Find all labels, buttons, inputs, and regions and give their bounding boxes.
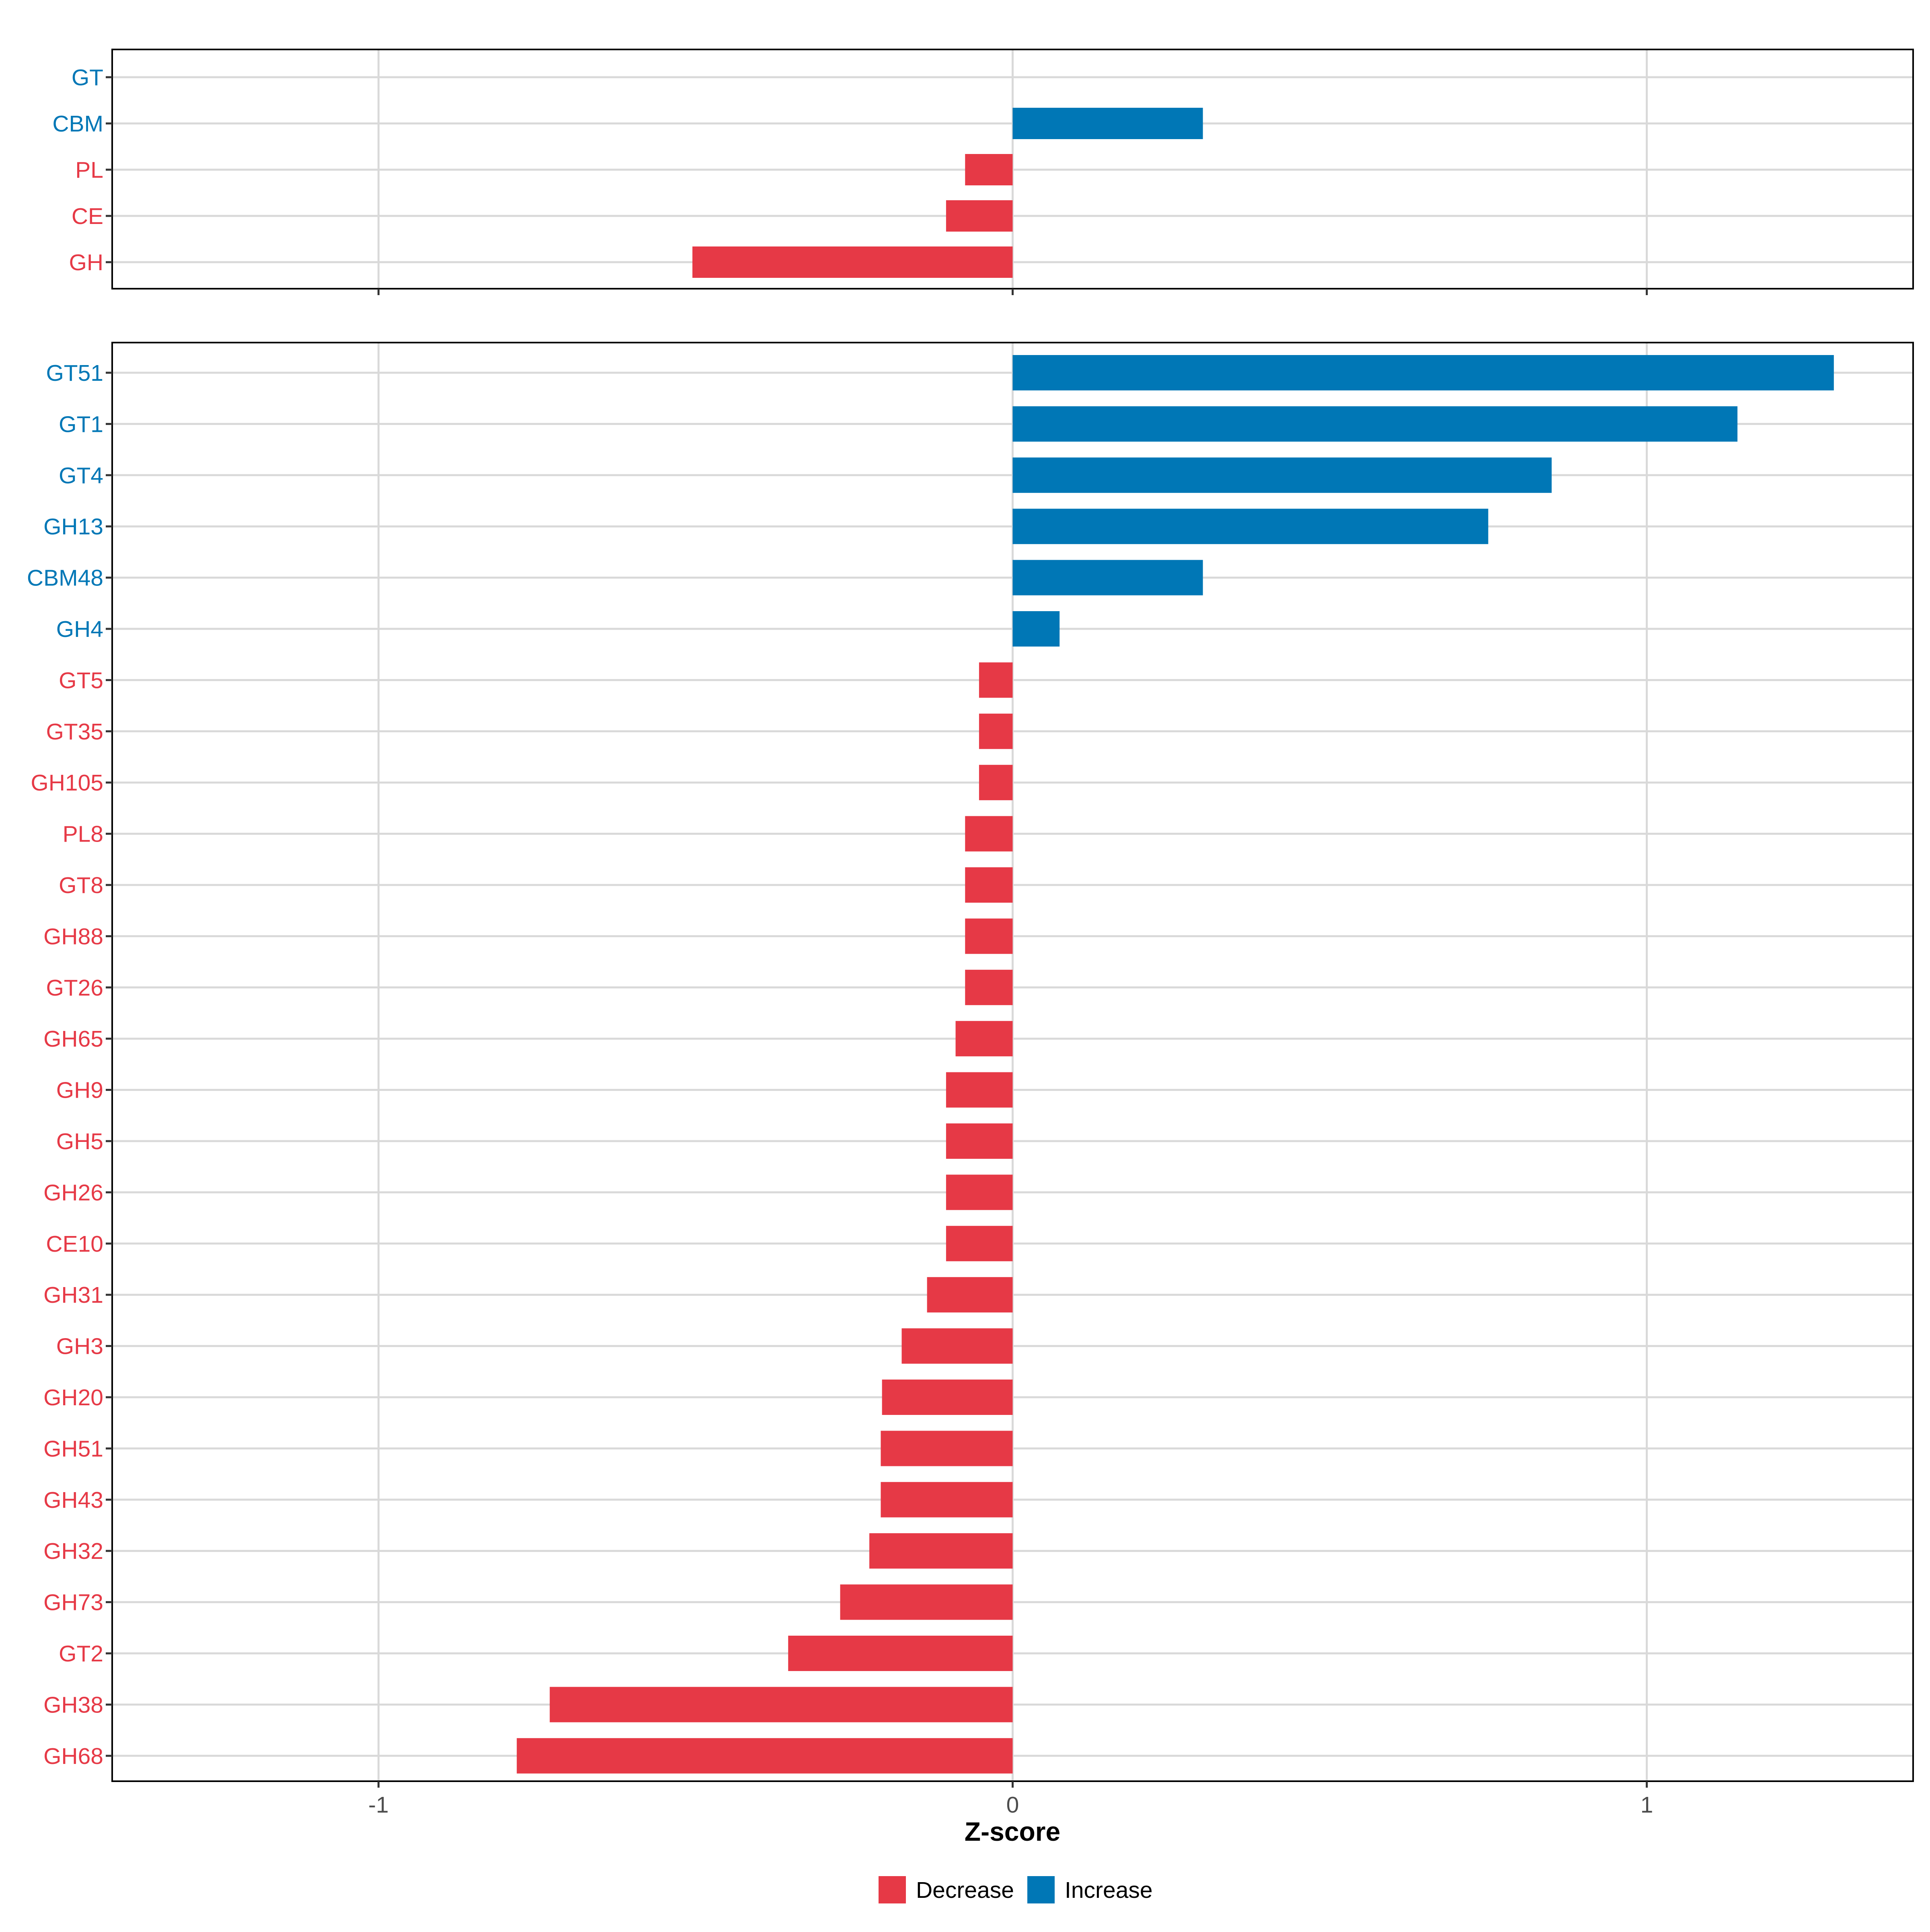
y-tick-label-pl: PL — [75, 157, 103, 183]
y-tick-label-gt8: GT8 — [59, 873, 103, 898]
bar-gh — [692, 246, 1013, 278]
y-tick-label-gh: GH — [69, 250, 104, 275]
y-tick-label-gt: GT — [72, 65, 103, 90]
bar-gh9 — [946, 1072, 1013, 1108]
bar-gh5 — [946, 1123, 1013, 1159]
y-tick-label-gt35: GT35 — [46, 719, 103, 745]
x-tick-label-0: -1 — [368, 1792, 389, 1818]
y-tick-label-gh43: GH43 — [43, 1487, 103, 1513]
bar-gt4 — [1012, 457, 1552, 493]
bar-pl8 — [965, 816, 1013, 852]
x-axis-title: Z-score — [965, 1817, 1060, 1846]
bar-gh4 — [1012, 611, 1060, 647]
bar-ce10 — [946, 1226, 1013, 1261]
bar-gh20 — [882, 1380, 1013, 1415]
y-tick-label-gt26: GT26 — [46, 975, 103, 1001]
bar-gh13 — [1012, 509, 1489, 544]
y-tick-label-pl8: PL8 — [63, 821, 103, 847]
y-tick-label-gt51: GT51 — [46, 360, 103, 386]
y-tick-label-gh73: GH73 — [43, 1590, 103, 1616]
bar-gh26 — [946, 1174, 1013, 1210]
y-tick-label-gt1: GT1 — [59, 411, 103, 437]
bar-gt2 — [788, 1636, 1013, 1671]
bar-pl — [965, 154, 1013, 185]
bar-cbm — [1012, 108, 1203, 139]
y-tick-label-cbm48: CBM48 — [27, 565, 103, 591]
bar-cbm48 — [1012, 560, 1203, 595]
bottom-panel: GT51 GT1 GT4 GH13 CBM48 GH4 GT5 GT35 GH105 PL8 GT8… — [27, 342, 1914, 1818]
bar-gh65 — [955, 1021, 1013, 1057]
y-tick-label-ce: CE — [72, 203, 103, 229]
y-tick-label-gh65: GH65 — [43, 1026, 103, 1052]
bar-gt5 — [979, 662, 1013, 698]
y-tick-label-ce10: CE10 — [46, 1231, 103, 1257]
x-tick-label-2: 1 — [1640, 1792, 1653, 1818]
top-panel: GT CBM PL CE GH — [52, 49, 1914, 295]
y-tick-label-gh32: GH32 — [43, 1538, 103, 1564]
x-tick-label-1: 0 — [1006, 1792, 1019, 1818]
y-tick-label-gh68: GH68 — [43, 1743, 103, 1769]
bar-gt35 — [979, 713, 1013, 749]
y-tick-label-gh51: GH51 — [43, 1436, 103, 1462]
bar-gh43 — [881, 1482, 1013, 1517]
y-tick-label-gh20: GH20 — [43, 1385, 103, 1411]
bar-gt1 — [1012, 406, 1738, 442]
y-tick-label-gh88: GH88 — [43, 924, 103, 949]
y-tick-label-gh13: GH13 — [43, 514, 103, 540]
y-tick-label-gh31: GH31 — [43, 1282, 103, 1308]
bar-gt51 — [1012, 355, 1834, 390]
bar-gh88 — [965, 918, 1013, 954]
y-tick-label-gh26: GH26 — [43, 1180, 103, 1205]
y-tick-label-cbm: CBM — [52, 111, 103, 137]
bar-gt8 — [965, 867, 1013, 903]
legend-swatch-decrease — [879, 1876, 906, 1903]
y-tick-label-gh4: GH4 — [56, 616, 103, 642]
legend-label-increase: Increase — [1065, 1877, 1153, 1903]
legend-swatch-increase — [1027, 1876, 1055, 1903]
legend-label-decrease: Decrease — [916, 1877, 1014, 1903]
bar-gh105 — [979, 765, 1013, 801]
y-tick-label-gh38: GH38 — [43, 1692, 103, 1718]
bar-gt26 — [965, 969, 1013, 1005]
y-tick-label-gh105: GH105 — [31, 770, 103, 796]
bar-gh3 — [901, 1328, 1013, 1364]
legend: Decrease Increase — [879, 1876, 1153, 1903]
bar-gh73 — [840, 1584, 1013, 1620]
bar-gh32 — [869, 1533, 1013, 1569]
y-tick-label-gh5: GH5 — [56, 1129, 103, 1154]
y-tick-label-gt2: GT2 — [59, 1641, 103, 1667]
y-tick-label-gh3: GH3 — [56, 1334, 103, 1359]
bar-gh38 — [550, 1687, 1013, 1723]
bar-gh31 — [927, 1277, 1013, 1313]
bar-ce — [946, 200, 1013, 232]
bar-gh51 — [881, 1431, 1013, 1466]
y-tick-label-gh9: GH9 — [56, 1078, 103, 1103]
bar-gh68 — [517, 1738, 1013, 1774]
y-tick-label-gt4: GT4 — [59, 463, 103, 489]
y-tick-label-gt5: GT5 — [59, 667, 103, 693]
